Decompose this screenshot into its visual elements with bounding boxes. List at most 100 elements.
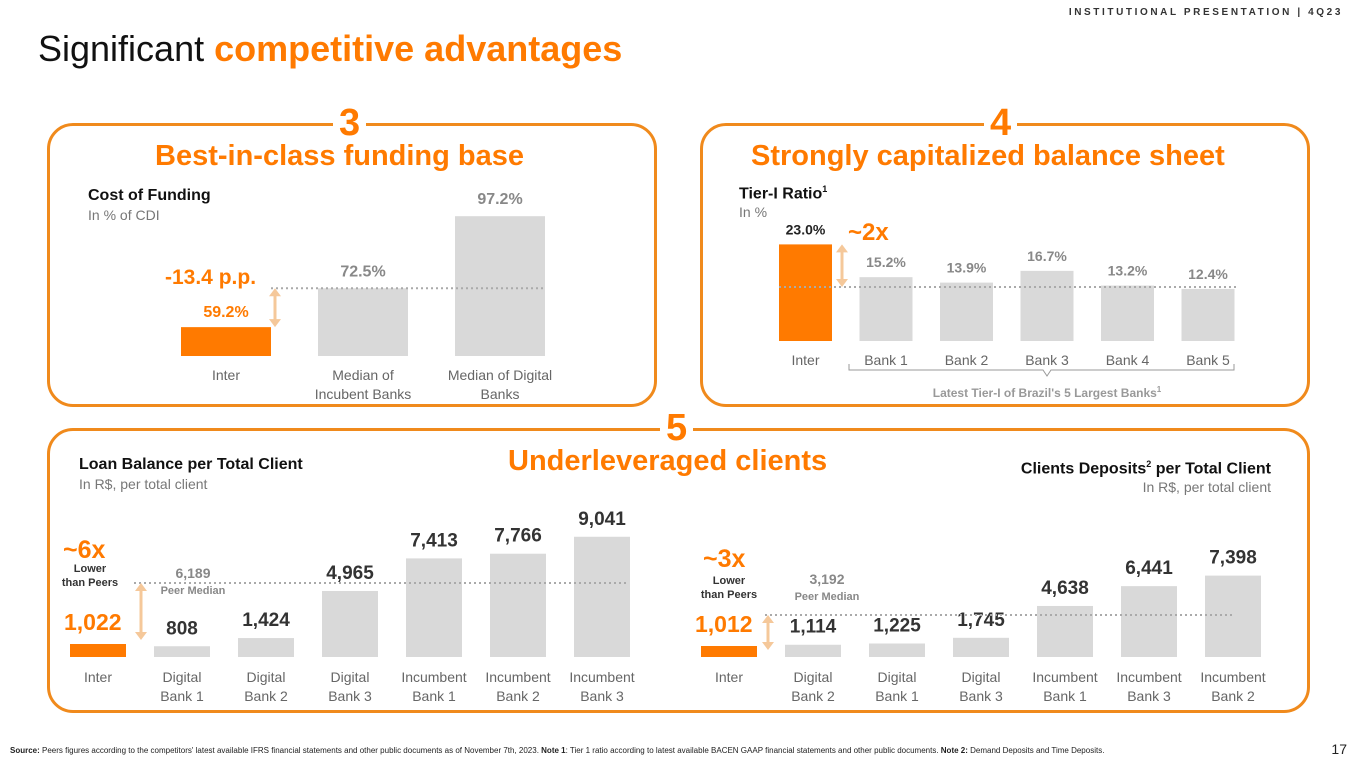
category-label-2-3-0: Digital (331, 669, 370, 685)
capital-bracket (848, 364, 1235, 377)
bar-2-4 (406, 558, 462, 657)
loans-multiple-note-1: Lower (74, 563, 107, 575)
category-label-2-4-0: Incumbent (401, 669, 466, 685)
category-label-0-2-0: Median of Digital (448, 367, 552, 383)
funding-panel-number: 3 (333, 103, 367, 143)
capital-gap-arrow-head-bottom (836, 279, 848, 287)
category-label-3-4-0: Incumbent (1032, 669, 1097, 685)
bar-2-3 (322, 590, 378, 657)
category-label-3-6-1: Bank 2 (1211, 688, 1255, 704)
deposits-multiple: ~3x (703, 545, 746, 573)
bar-2-2 (238, 638, 294, 657)
value-label-0-0: 59.2% (203, 304, 248, 321)
bar-2-6 (574, 536, 630, 657)
category-label-3-6-0: Incumbent (1200, 669, 1265, 685)
page-title: Significant competitive advantages (38, 28, 622, 70)
category-label-2-1-0: Digital (163, 669, 202, 685)
value-label-3-5: 6,441 (1125, 558, 1173, 579)
bar-2-1 (154, 646, 210, 657)
value-label-1-2: 13.9% (947, 260, 987, 276)
category-label-2-5-0: Incumbent (485, 669, 550, 685)
deposits-gap-arrow-head-bottom (762, 642, 774, 650)
value-label-1-0: 23.0% (786, 221, 826, 237)
loans-chart-label: Loan Balance per Total Client (79, 456, 303, 473)
footnote: Source: Peers figures according to the c… (10, 746, 1105, 755)
value-label-2-1: 808 (166, 618, 198, 639)
loans-multiple: ~6x (63, 536, 106, 564)
funding-annotation: -13.4 p.p. (165, 266, 256, 289)
capital-panel-title: Strongly capitalized balance sheet (751, 140, 1225, 172)
presentation-header: INSTITUTIONAL PRESENTATION | 4Q23 (1068, 7, 1343, 18)
clients-panel-title: Underleveraged clients (508, 445, 828, 477)
category-label-0-1-1: Incubent Banks (315, 386, 412, 402)
title-highlight: competitive advantages (214, 28, 623, 69)
bar-1-0 (779, 244, 832, 341)
category-label-3-1-1: Bank 2 (791, 688, 835, 704)
deposits-multiple-note-1: Lower (713, 575, 746, 587)
category-label-3-3-0: Digital (962, 669, 1001, 685)
bar-0-0 (181, 327, 271, 356)
category-label-2-3-1: Bank 3 (328, 688, 372, 704)
funding-chart-sublabel: In % of CDI (88, 207, 160, 223)
bar-3-2 (869, 643, 925, 657)
category-label-3-4-1: Bank 1 (1043, 688, 1087, 704)
bar-3-0 (701, 646, 757, 657)
bar-1-3 (1020, 270, 1074, 341)
value-label-1-5: 12.4% (1188, 266, 1228, 282)
deposits-chart-label: Clients Deposits2 per Total Client (1020, 459, 1271, 478)
value-label-1-4: 13.2% (1108, 263, 1148, 279)
category-label-2-6-1: Bank 3 (580, 688, 624, 704)
category-label-2-1-1: Bank 1 (160, 688, 204, 704)
category-label-3-2-0: Digital (878, 669, 917, 685)
category-label-3-2-1: Bank 1 (875, 688, 919, 704)
category-label-3-1-0: Digital (794, 669, 833, 685)
value-label-2-3: 4,965 (326, 563, 374, 584)
value-label-2-2: 1,424 (242, 610, 290, 631)
capital-chart-label: Tier-I Ratio1 (739, 184, 828, 203)
bar-1-4 (1101, 285, 1154, 341)
loans-median-value: 6,189 (175, 565, 210, 581)
category-label-0-2-1: Banks (481, 386, 520, 402)
category-label-2-4-1: Bank 1 (412, 688, 456, 704)
capital-bracket-label: Latest Tier-I of Brazil's 5 Largest Bank… (933, 385, 1162, 400)
capital-chart-sublabel: In % (739, 204, 768, 220)
deposits-median-label: Peer Median (795, 591, 860, 603)
funding-panel-title: Best-in-class funding base (155, 140, 525, 172)
bar-1-2 (940, 282, 993, 341)
bar-2-0 (70, 644, 126, 657)
value-label-2-0: 1,022 (64, 609, 122, 635)
capital-panel-number: 4 (984, 103, 1018, 143)
category-label-1-5-0: Bank 5 (1186, 352, 1230, 368)
value-label-3-0: 1,012 (695, 611, 753, 637)
deposits-chart-sublabel: In R$, per total client (1142, 479, 1271, 495)
category-label-3-0-0: Inter (715, 669, 743, 685)
value-label-3-6: 7,398 (1209, 548, 1257, 569)
loans-chart-sublabel: In R$, per total client (79, 476, 208, 492)
value-label-2-5: 7,766 (494, 526, 542, 547)
category-label-1-4-0: Bank 4 (1106, 352, 1150, 368)
bar-3-5 (1121, 586, 1177, 657)
value-label-3-1: 1,114 (790, 617, 837, 638)
funding-gap-arrow-head-bottom (269, 319, 281, 328)
bar-0-1 (318, 288, 408, 356)
category-label-2-6-0: Incumbent (569, 669, 634, 685)
clients-panel-number: 5 (660, 408, 694, 448)
bar-3-4 (1037, 605, 1093, 657)
page-number: 17 (1331, 741, 1347, 757)
loans-gap-arrow-head-bottom (135, 632, 147, 640)
bar-3-6 (1205, 575, 1261, 657)
category-label-0-1-0: Median of (332, 367, 394, 383)
category-label-3-3-1: Bank 3 (959, 688, 1003, 704)
title-normal: Significant (38, 28, 205, 69)
category-label-1-3-0: Bank 3 (1025, 352, 1069, 368)
loans-multiple-note-2: than Peers (62, 577, 118, 589)
funding-chart-label: Cost of Funding (88, 187, 211, 204)
category-label-2-2-1: Bank 2 (244, 688, 288, 704)
deposits-gap-arrow-head-top (762, 615, 774, 623)
value-label-2-4: 7,413 (410, 530, 458, 551)
value-label-3-4: 4,638 (1041, 578, 1089, 599)
deposits-median-value: 3,192 (809, 571, 844, 587)
capital-annotation: ~2x (848, 219, 889, 246)
value-label-0-1: 72.5% (340, 263, 385, 280)
